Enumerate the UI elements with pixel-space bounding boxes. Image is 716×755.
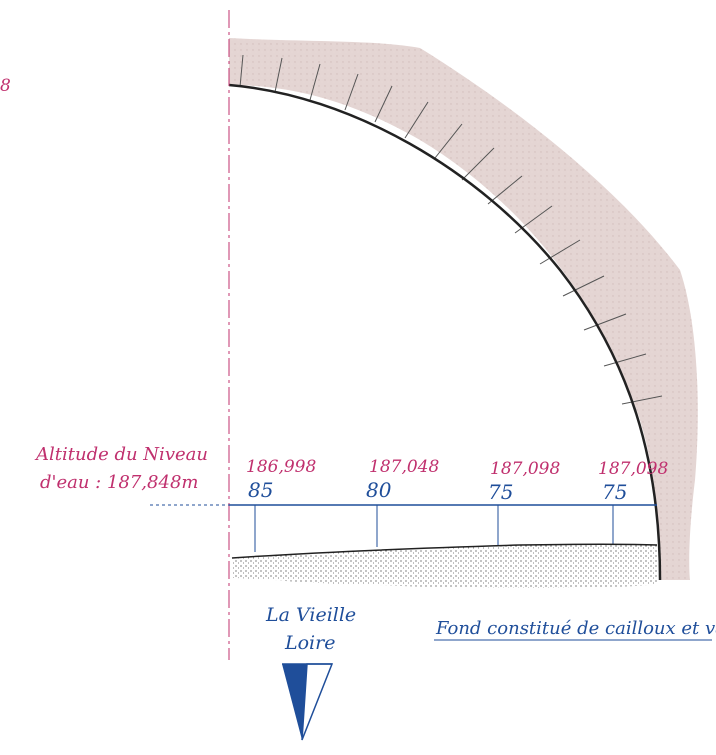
riverbed-gravel [232, 544, 657, 588]
depth-label: 85 [248, 478, 274, 502]
altitude-label: 187,098 [490, 459, 561, 479]
water-level-label-line2: d'eau : 187,848m [40, 472, 199, 493]
altitude-label: 187,098 [598, 459, 669, 479]
depth-label: 80 [366, 478, 392, 502]
voussoir-joints [239, 54, 663, 405]
river-label-line1: La Vieille [266, 604, 357, 626]
altitude-label: 186,998 [246, 457, 317, 477]
altitude-label: 187,048 [369, 457, 440, 477]
page-fragment-number: 8 [0, 76, 11, 96]
water-level-label-line1: Altitude du Niveau [36, 444, 208, 465]
riverbed-surface [231, 543, 658, 559]
river-label-line2: Loire [285, 632, 336, 654]
arch-intrados [228, 83, 662, 581]
depth-soundings [254, 505, 614, 552]
depth-label: 75 [602, 480, 628, 504]
depth-label: 75 [488, 480, 514, 504]
stone-voussoir [229, 38, 698, 580]
riverbed-note: Fond constitué de cailloux et vase [436, 618, 716, 639]
flow-direction-marker [282, 663, 334, 741]
